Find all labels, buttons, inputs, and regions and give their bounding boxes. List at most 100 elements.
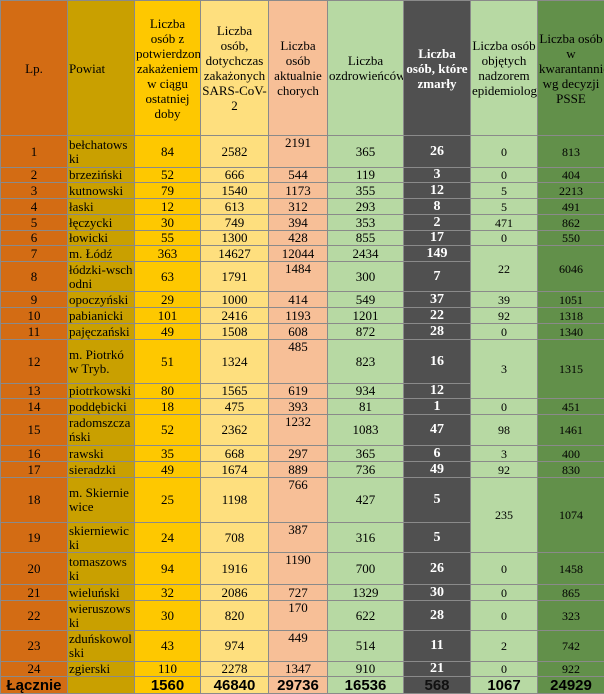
column-header-powiat: Powiat bbox=[68, 1, 135, 136]
cell-kwarantanna: 1340 bbox=[538, 324, 604, 340]
cell-zakazeni: 668 bbox=[201, 446, 269, 462]
cell-lp: 15 bbox=[1, 415, 68, 446]
cell-lp: 16 bbox=[1, 446, 68, 462]
cell-zmarli: 17 bbox=[404, 231, 471, 246]
cell-chorzy: 1193 bbox=[269, 308, 328, 324]
cell-nadzor: 0 bbox=[471, 601, 538, 631]
cell-powiat: m. Piotrków Tryb. bbox=[68, 340, 135, 384]
cell-zmarli: 49 bbox=[404, 462, 471, 478]
cell-zmarli: 1 bbox=[404, 399, 471, 415]
cell-nadzor: 471 bbox=[471, 215, 538, 231]
cell-dobowe: 79 bbox=[135, 183, 201, 199]
cell-lp: 12 bbox=[1, 340, 68, 384]
cell-dobowe: 94 bbox=[135, 553, 201, 585]
cell-ozdrowiency: 2434 bbox=[328, 246, 404, 262]
cell-lp: 10 bbox=[1, 308, 68, 324]
cell-zakazeni: 2582 bbox=[201, 136, 269, 168]
column-header-kwarantanna: Liczba osób w kwarantannie wg decyzji PS… bbox=[538, 1, 604, 136]
cell-powiat: wieruszowski bbox=[68, 601, 135, 631]
cell-zakazeni: 1198 bbox=[201, 478, 269, 523]
cell-chorzy: 297 bbox=[269, 446, 328, 462]
cell-ozdrowiency: 81 bbox=[328, 399, 404, 415]
cell-chorzy: 2191 bbox=[269, 136, 328, 168]
total-kwarantanna: 24929 bbox=[538, 677, 604, 694]
cell-kwarantanna: 550 bbox=[538, 231, 604, 246]
cell-kwarantanna: 1051 bbox=[538, 292, 604, 308]
cell-zmarli: 26 bbox=[404, 553, 471, 585]
cell-chorzy: 414 bbox=[269, 292, 328, 308]
cell-dobowe: 30 bbox=[135, 601, 201, 631]
cell-powiat: pajęczański bbox=[68, 324, 135, 340]
cell-lp: 2 bbox=[1, 168, 68, 183]
cell-lp: 20 bbox=[1, 553, 68, 585]
cell-zakazeni: 475 bbox=[201, 399, 269, 415]
cell-ozdrowiency: 622 bbox=[328, 601, 404, 631]
cell-zmarli: 16 bbox=[404, 340, 471, 384]
cell-dobowe: 52 bbox=[135, 415, 201, 446]
cell-chorzy: 727 bbox=[269, 585, 328, 601]
cell-chorzy: 608 bbox=[269, 324, 328, 340]
cell-chorzy: 1173 bbox=[269, 183, 328, 199]
cell-zmarli: 8 bbox=[404, 199, 471, 215]
cell-kwarantanna: 830 bbox=[538, 462, 604, 478]
column-header-lp: Lp. bbox=[1, 1, 68, 136]
cell-lp: 8 bbox=[1, 262, 68, 292]
cell-dobowe: 63 bbox=[135, 262, 201, 292]
cell-lp: 6 bbox=[1, 231, 68, 246]
cell-zakazeni: 1324 bbox=[201, 340, 269, 384]
cell-nadzor: 3 bbox=[471, 446, 538, 462]
cell-powiat: łaski bbox=[68, 199, 135, 215]
cell-lp: 18 bbox=[1, 478, 68, 523]
cell-chorzy: 170 bbox=[269, 601, 328, 631]
cell-kwarantanna: 491 bbox=[538, 199, 604, 215]
cell-nadzor: 5 bbox=[471, 183, 538, 199]
cell-zakazeni: 2278 bbox=[201, 662, 269, 677]
cell-dobowe: 84 bbox=[135, 136, 201, 168]
cell-zmarli: 11 bbox=[404, 631, 471, 662]
cell-nadzor: 92 bbox=[471, 308, 538, 324]
cell-nadzor: 0 bbox=[471, 585, 538, 601]
cell-ozdrowiency: 934 bbox=[328, 384, 404, 399]
cell-kwarantanna: 742 bbox=[538, 631, 604, 662]
cell-dobowe: 43 bbox=[135, 631, 201, 662]
cell-powiat: piotrkowski bbox=[68, 384, 135, 399]
cell-chorzy: 428 bbox=[269, 231, 328, 246]
cell-powiat: łęczycki bbox=[68, 215, 135, 231]
total-dobowe: 1560 bbox=[135, 677, 201, 694]
cell-chorzy: 12044 bbox=[269, 246, 328, 262]
cell-lp: 3 bbox=[1, 183, 68, 199]
cell-nadzor: 235 bbox=[471, 478, 538, 553]
cell-powiat: opoczyński bbox=[68, 292, 135, 308]
cell-chorzy: 394 bbox=[269, 215, 328, 231]
cell-kwarantanna: 2213 bbox=[538, 183, 604, 199]
cell-lp: 22 bbox=[1, 601, 68, 631]
cell-dobowe: 51 bbox=[135, 340, 201, 384]
cell-powiat: sieradzki bbox=[68, 462, 135, 478]
total-zmarli: 568 bbox=[404, 677, 471, 694]
cell-zakazeni: 1916 bbox=[201, 553, 269, 585]
cell-powiat: tomaszowski bbox=[68, 553, 135, 585]
cell-dobowe: 80 bbox=[135, 384, 201, 399]
cell-ozdrowiency: 1329 bbox=[328, 585, 404, 601]
cell-zmarli: 28 bbox=[404, 601, 471, 631]
cell-dobowe: 35 bbox=[135, 446, 201, 462]
cell-zmarli: 26 bbox=[404, 136, 471, 168]
cell-dobowe: 32 bbox=[135, 585, 201, 601]
cell-powiat: poddębicki bbox=[68, 399, 135, 415]
column-header-zmarli: Liczba osób, które zmarły bbox=[404, 1, 471, 136]
cell-dobowe: 24 bbox=[135, 523, 201, 553]
cell-ozdrowiency: 355 bbox=[328, 183, 404, 199]
cell-dobowe: 12 bbox=[135, 199, 201, 215]
cell-zmarli: 3 bbox=[404, 168, 471, 183]
cell-ozdrowiency: 736 bbox=[328, 462, 404, 478]
cell-zmarli: 47 bbox=[404, 415, 471, 446]
cell-zakazeni: 1000 bbox=[201, 292, 269, 308]
cell-dobowe: 30 bbox=[135, 215, 201, 231]
